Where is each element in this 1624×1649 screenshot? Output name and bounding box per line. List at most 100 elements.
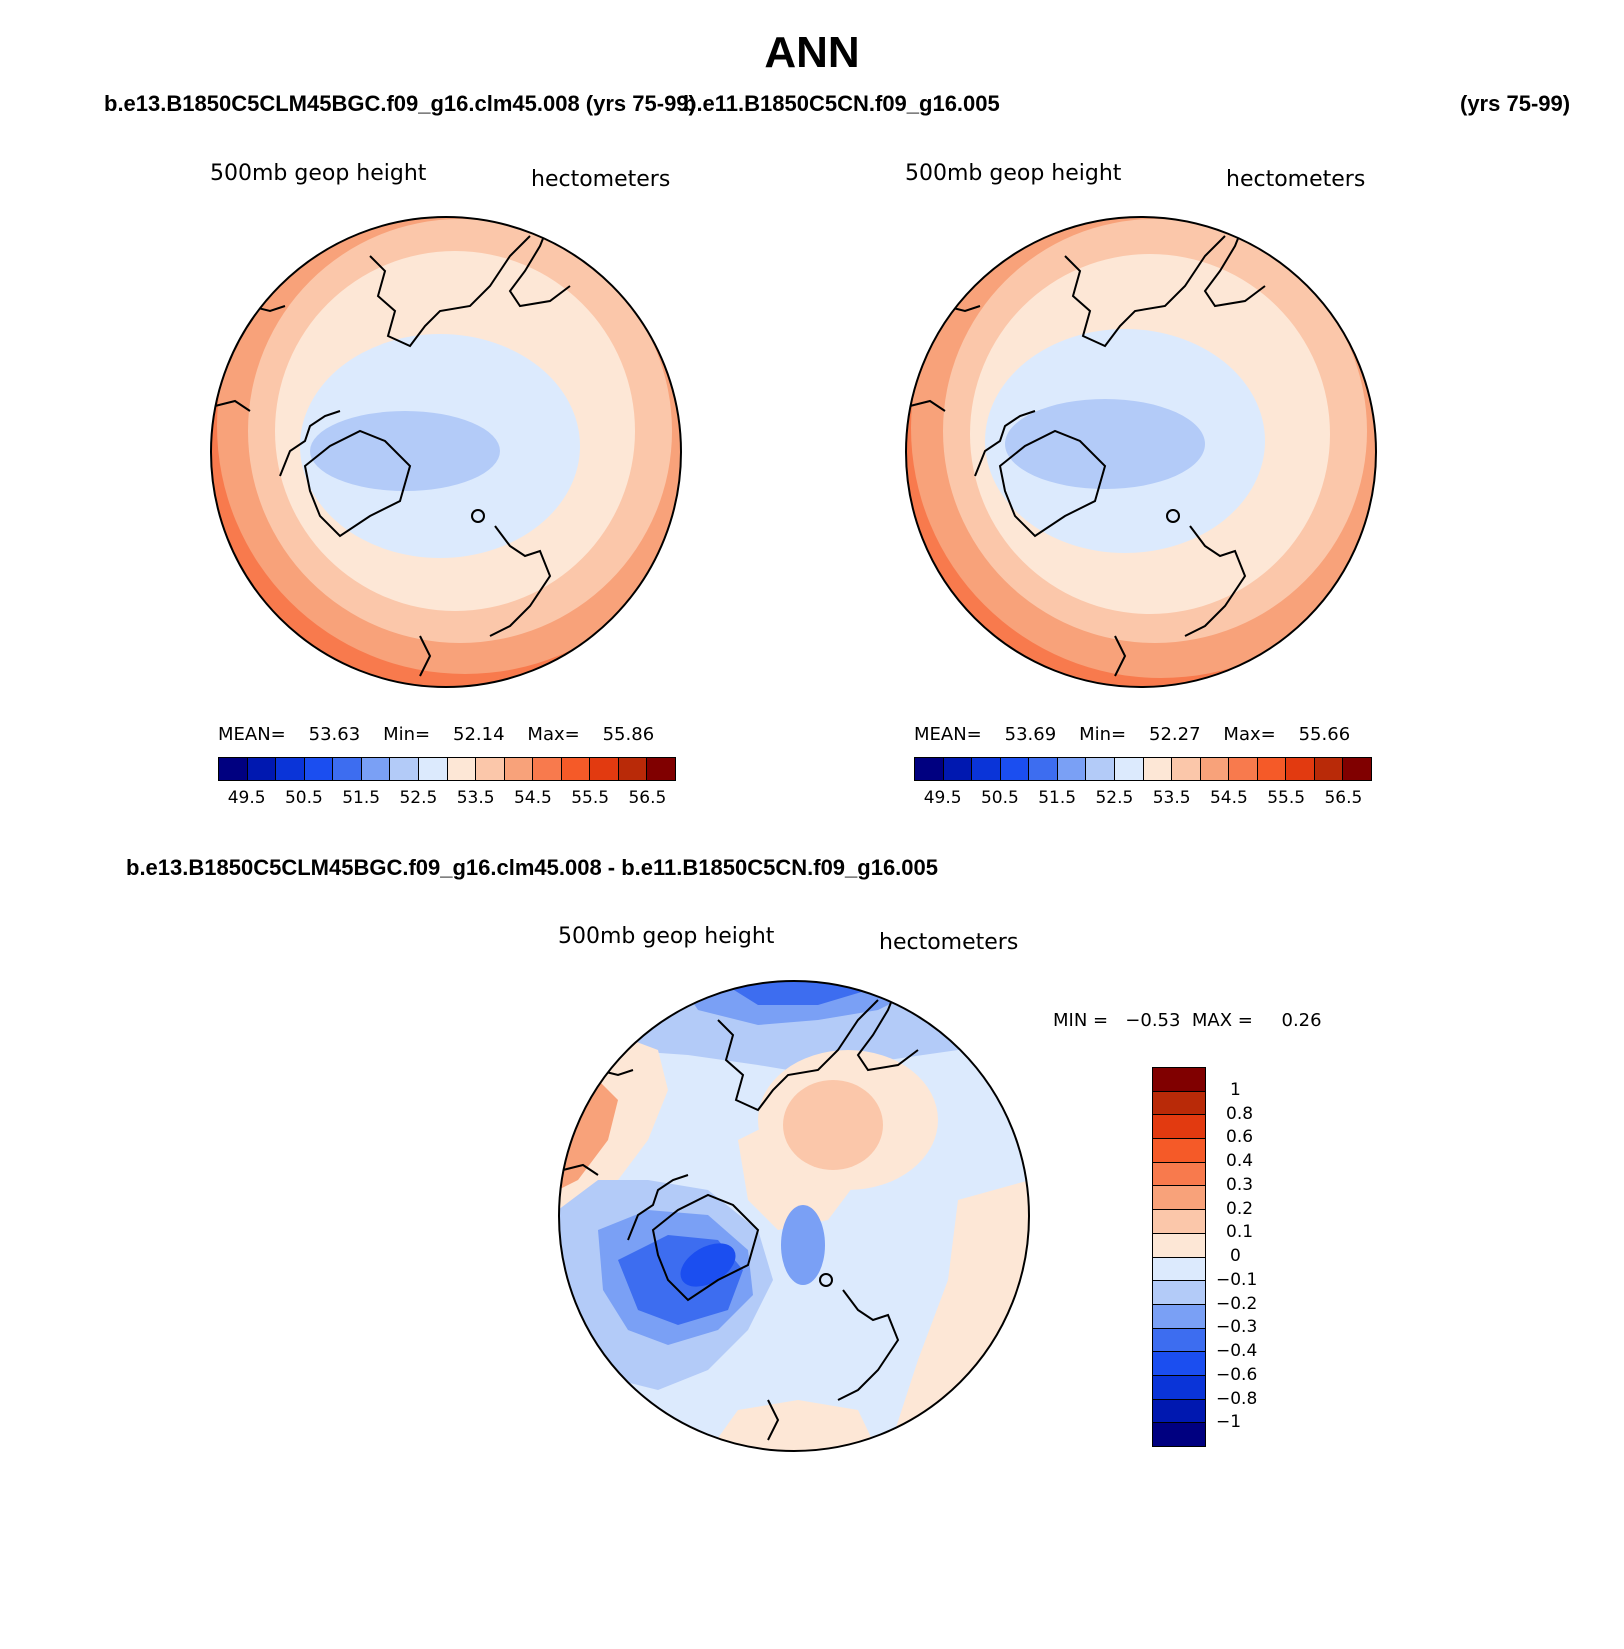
- colorbar-swatch: [1029, 758, 1058, 780]
- colorbar-b: [914, 757, 1372, 781]
- panel-diff-units-label: hectometers: [879, 930, 1019, 955]
- coastlines: [562, 984, 919, 1441]
- map-boundary: [558, 980, 1030, 1452]
- colorbar-tick-label: 0.4: [1226, 1151, 1254, 1171]
- colorbar-tick-label: 52.5: [1095, 788, 1134, 808]
- colorbar-swatch: [361, 758, 391, 780]
- colorbar-tick-label: 49.5: [923, 788, 962, 808]
- panel-diff-field-label: 500mb geop height: [558, 924, 775, 949]
- contour-fill-52: [310, 411, 500, 491]
- contour-fill-0.1: [708, 1400, 878, 1451]
- colorbar-swatch: [1153, 1068, 1205, 1092]
- stats-a: MEAN= 53.63 Min= 52.14 Max= 55.86: [218, 724, 654, 745]
- colorbar-swatch: [1286, 758, 1315, 780]
- colorbar-swatch: [1153, 1115, 1205, 1140]
- colorbar-swatch: [1114, 758, 1144, 780]
- stats-diff: MIN = −0.53 MAX = 0.26: [1053, 1010, 1322, 1031]
- diff-title: b.e13.B1850C5CLM45BGC.f09_g16.clm45.008 …: [126, 855, 939, 880]
- colorbar-swatch: [590, 758, 619, 780]
- colorbar-tick-label: −0.2: [1216, 1293, 1258, 1314]
- colorbar-swatch: [1153, 1423, 1205, 1446]
- map-difference: [558, 980, 1030, 1452]
- colorbar-tick-label: −0.1: [1216, 1269, 1258, 1290]
- max-label: Max=: [527, 724, 580, 745]
- colorbar-swatch: [1200, 758, 1230, 780]
- colorbar-swatch: [1343, 758, 1371, 780]
- figure-title: ANN: [764, 28, 860, 77]
- colorbar-swatch: [1143, 758, 1173, 780]
- max-label: Max=: [1223, 724, 1276, 745]
- colorbar-swatch: [1057, 758, 1087, 780]
- panel-a-units-label: hectometers: [531, 167, 671, 192]
- colorbar-swatch: [219, 758, 248, 780]
- colorbar-swatch: [1153, 1091, 1205, 1116]
- colorbar-swatch: [1153, 1328, 1205, 1353]
- colorbar-swatch: [1153, 1210, 1205, 1234]
- colorbar-tick-label: 53.5: [1152, 788, 1191, 808]
- colorbar-tick-label: 51.5: [342, 788, 381, 808]
- colorbar-tick-label: 53.5: [456, 788, 495, 808]
- colorbar-diff: [1152, 1067, 1206, 1447]
- min-value: 52.14: [453, 724, 505, 745]
- colorbar-swatch: [915, 758, 944, 780]
- colorbar-tick-label: 55.5: [1267, 788, 1306, 808]
- contour-fill-0.2: [783, 1080, 883, 1170]
- colorbar-tick-label: 56.5: [1324, 788, 1363, 808]
- colorbar-tick-label: 0.3: [1226, 1174, 1254, 1195]
- colorbar-tick-label: 0.6: [1226, 1127, 1254, 1148]
- colorbar-swatch: [1257, 758, 1287, 780]
- max-value: 0.26: [1281, 1010, 1322, 1031]
- colorbar-swatch: [618, 758, 648, 780]
- colorbar-swatch: [1153, 1375, 1205, 1400]
- min-label: Min=: [1079, 724, 1127, 745]
- colorbar-b-ticks: 49.5 50.5 51.5 52.5 53.5 54.5 55.5 56.5: [914, 788, 1372, 810]
- colorbar-swatch: [418, 758, 448, 780]
- map-case-b: [905, 216, 1377, 688]
- colorbar-swatch: [447, 758, 477, 780]
- colorbar-swatch: [533, 758, 562, 780]
- max-value: 55.86: [602, 724, 655, 745]
- colorbar-swatch: [1153, 1139, 1205, 1163]
- colorbar-swatch: [1153, 1304, 1205, 1329]
- coastlines: [214, 220, 571, 677]
- contour-fill-minus0.2: [781, 1205, 825, 1285]
- mean-value: 53.63: [308, 724, 361, 745]
- colorbar-swatch: [276, 758, 305, 780]
- case-b-years: (yrs 75-99): [1460, 91, 1571, 116]
- colorbar-tick-label: 1: [1230, 1079, 1241, 1100]
- max-label: MAX =: [1191, 1010, 1253, 1031]
- colorbar-swatch: [1153, 1233, 1205, 1258]
- coastlines: [909, 220, 1266, 677]
- colorbar-tick-label: 49.5: [227, 788, 266, 808]
- colorbar-tick-label: 0.8: [1226, 1103, 1254, 1124]
- colorbar-a: [218, 757, 676, 781]
- colorbar-tick-label: 51.5: [1038, 788, 1077, 808]
- colorbar-swatch: [304, 758, 334, 780]
- colorbar-swatch: [1229, 758, 1258, 780]
- min-value: 52.27: [1149, 724, 1201, 745]
- panel-a-field-label: 500mb geop height: [210, 161, 427, 186]
- panel-b-field-label: 500mb geop height: [905, 161, 1122, 186]
- colorbar-swatch: [504, 758, 534, 780]
- contour-fill-minus0.4: [680, 1243, 736, 1287]
- colorbar-swatch: [561, 758, 591, 780]
- stats-b: MEAN= 53.69 Min= 52.27 Max= 55.66: [914, 724, 1350, 745]
- colorbar-swatch: [476, 758, 505, 780]
- case-a-title: b.e13.B1850C5CLM45BGC.f09_g16.clm45.008 …: [104, 91, 696, 116]
- colorbar-tick-label: 0.1: [1226, 1222, 1254, 1243]
- contour-fill-52: [1005, 399, 1205, 489]
- colorbar-swatch: [1153, 1281, 1205, 1305]
- mean-value: 53.69: [1004, 724, 1057, 745]
- colorbar-swatch: [1153, 1399, 1205, 1424]
- colorbar-swatch: [1153, 1257, 1205, 1282]
- min-value: −0.53: [1125, 1010, 1181, 1031]
- colorbar-swatch: [390, 758, 419, 780]
- colorbar-swatch: [1086, 758, 1115, 780]
- colorbar-tick-label: 50.5: [980, 788, 1019, 808]
- colorbar-tick-label: 0.2: [1226, 1198, 1254, 1219]
- colorbar-swatch: [247, 758, 277, 780]
- min-label: MIN =: [1053, 1010, 1109, 1031]
- map-boundary: [210, 216, 682, 688]
- colorbar-tick-label: 0: [1230, 1246, 1241, 1266]
- colorbar-swatch: [972, 758, 1001, 780]
